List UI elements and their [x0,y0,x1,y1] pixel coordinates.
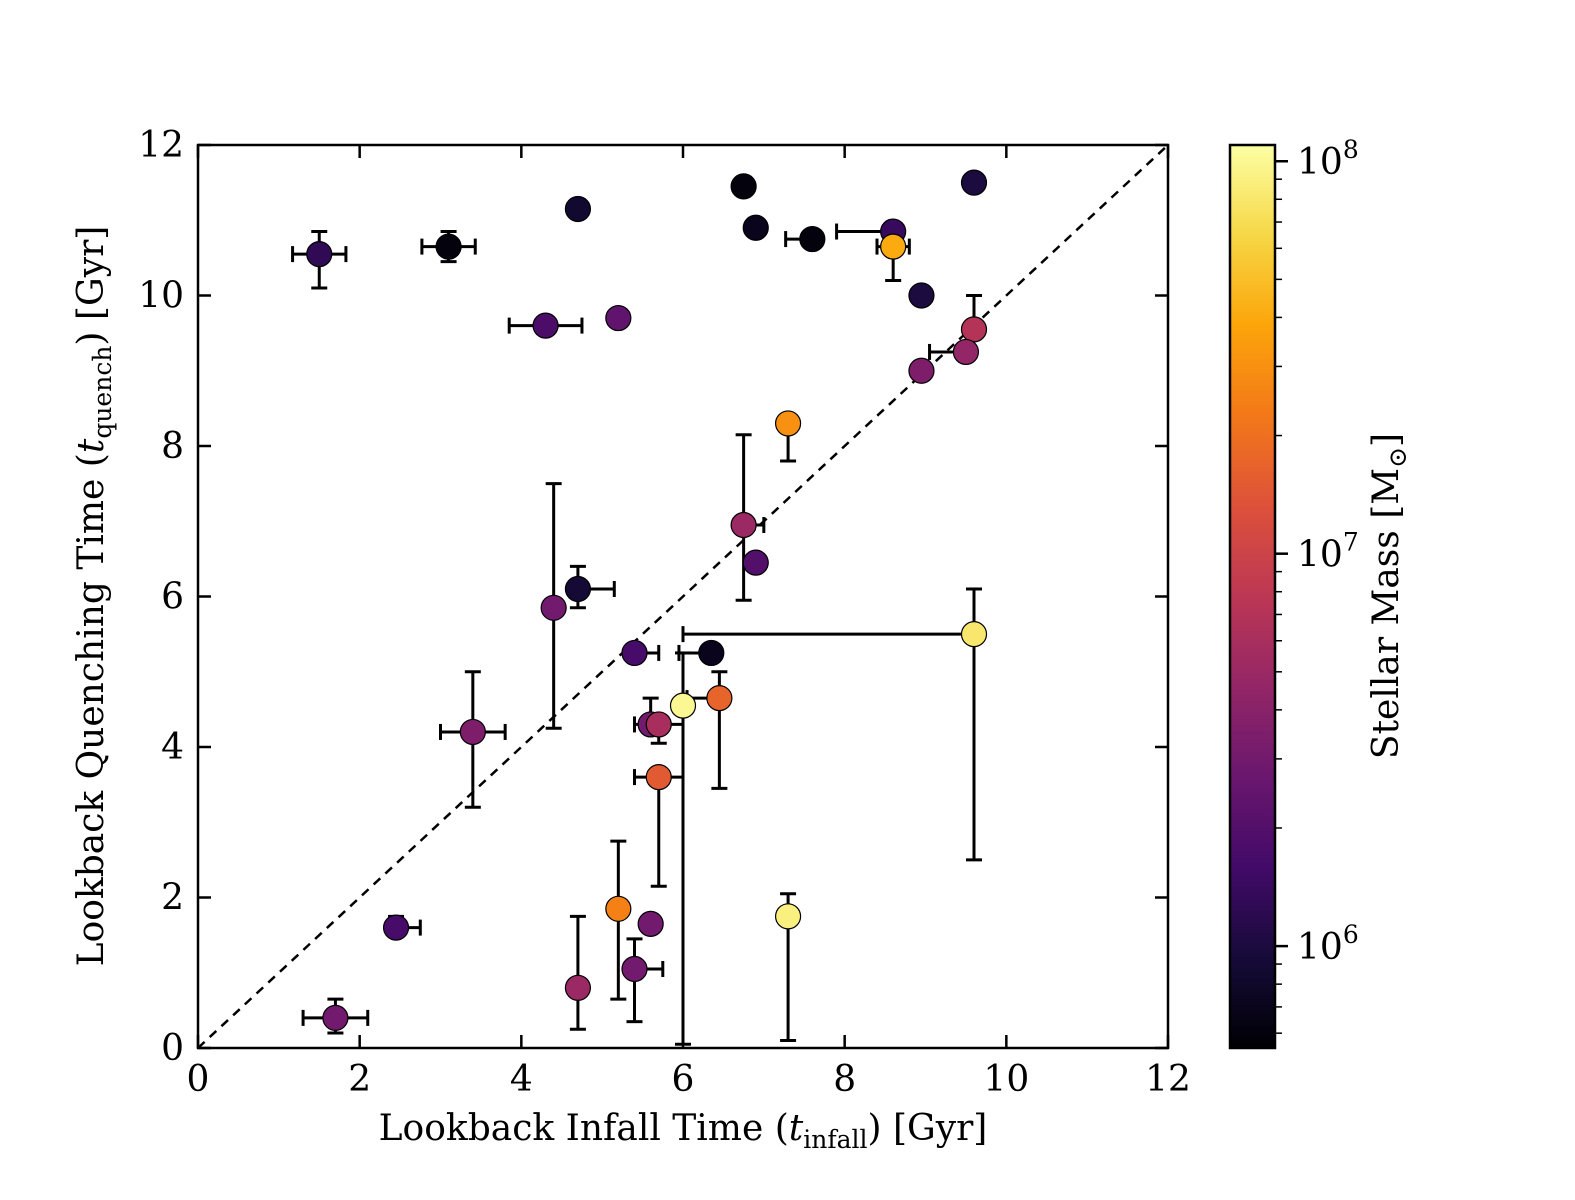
x-tick-label: 8 [833,1059,856,1100]
data-point-19 [540,594,567,621]
data-point-13 [952,338,980,366]
x-axis-label: Lookback Infall Time (tinfall) [Gyr] [379,1108,988,1154]
data-point-12 [960,316,988,343]
reference-line-segment [197,144,1169,1049]
data-points [306,169,988,1032]
x-tick-label: 10 [983,1059,1029,1100]
data-point-2 [564,195,592,223]
data-point-8 [960,169,988,196]
data-point-29 [605,895,632,922]
y-axis-ticks: 0 2 4 6 8 10 12 [138,125,1168,1069]
data-point-18 [564,575,592,603]
data-point-15 [774,410,802,437]
data-point-32 [774,903,802,930]
data-point-14 [908,357,935,384]
x-tick-label: 12 [1145,1059,1191,1100]
one-to-one-reference-line [197,144,1169,1049]
data-point-11 [605,304,632,332]
data-point-31 [621,955,648,983]
data-point-20 [621,639,648,667]
y-tick-label: 4 [161,727,184,768]
y-tick-label: 12 [138,125,184,166]
x-tick-label: 4 [510,1059,533,1100]
data-point-28 [645,763,672,791]
x-tick-label: 2 [348,1059,371,1100]
data-point-1 [435,233,462,260]
y-tick-label: 10 [138,276,184,317]
data-point-30 [637,910,664,937]
y-tick-label: 6 [161,577,184,618]
data-point-0 [306,241,333,268]
data-point-3 [730,173,757,200]
x-tick-label: 0 [187,1059,210,1100]
data-point-34 [382,914,410,941]
data-point-22 [960,621,988,648]
y-tick-label: 2 [161,878,184,919]
data-point-33 [564,974,592,1001]
data-point-35 [322,1004,349,1032]
y-axis-label: Lookback Quenching Time (tquench) [Gyr] [71,226,117,967]
data-point-4 [742,214,769,241]
data-point-26 [645,711,672,738]
y-tick-label: 0 [161,1028,184,1069]
data-point-24 [706,684,733,712]
x-axis-ticks: 0 2 4 6 8 10 12 [187,145,1191,1100]
data-point-16 [730,511,757,539]
y-tick-label: 8 [161,426,184,467]
data-point-5 [799,225,826,253]
colorbar-label: Stellar Mass [M⊙] [1366,433,1412,759]
data-point-23 [669,692,697,719]
colorbar-tick-label: 106 [1297,920,1359,968]
colorbar [1228,143,1277,1050]
data-point-17 [742,549,769,576]
data-point-9 [908,282,935,309]
x-tick-label: 6 [672,1059,695,1100]
data-point-7 [880,233,907,260]
data-point-21 [698,639,725,667]
colorbar-tick-label: 108 [1297,135,1359,183]
colorbar-ticks: 106 107 108 [1275,135,1359,1034]
data-point-27 [459,718,486,746]
colorbar-tick-label: 107 [1297,528,1359,576]
data-point-10 [532,312,559,339]
